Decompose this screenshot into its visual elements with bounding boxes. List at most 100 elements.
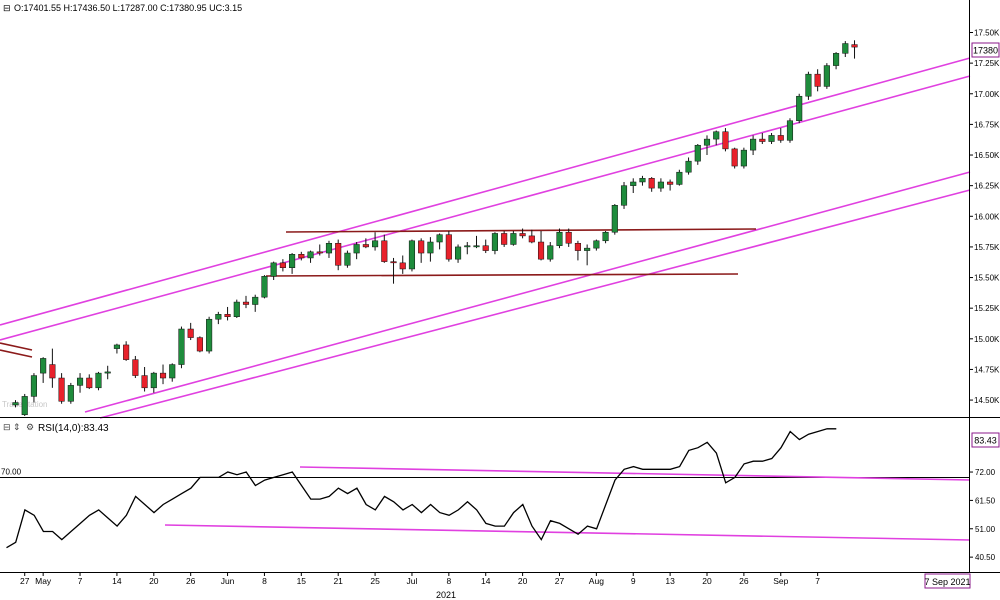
- candle-body-down: [759, 138, 766, 142]
- candle: [528, 229, 535, 244]
- time-tick-label: 27: [20, 576, 30, 586]
- year-label: 2021: [436, 590, 456, 600]
- candle-body-down: [519, 233, 526, 237]
- candle: [233, 299, 240, 318]
- time-tick-label: 14: [481, 576, 491, 586]
- candle: [187, 322, 194, 341]
- candle-body-up: [750, 138, 757, 151]
- price-tick-label: 17.25K: [974, 59, 1000, 68]
- pane-toggle-icon[interactable]: ⊟: [3, 3, 11, 13]
- candle: [242, 295, 250, 309]
- candle-body-up: [178, 328, 185, 365]
- candle-body-up: [261, 276, 268, 298]
- candle-body-up: [685, 160, 692, 173]
- candle: [565, 228, 572, 247]
- indicator-move-icon[interactable]: ⇕: [13, 422, 21, 432]
- candle: [298, 251, 305, 261]
- candle: [713, 130, 720, 146]
- candle-body-up: [464, 245, 471, 248]
- candle-body-down: [537, 241, 545, 260]
- candle: [537, 230, 545, 261]
- candle-body-down: [132, 359, 139, 376]
- channel-upper-inner-line: [0, 75, 971, 341]
- rsi-axis: 40.50 51.00 61.50 72.00: [969, 468, 996, 562]
- candle-body-up: [593, 240, 600, 249]
- candle: [325, 240, 333, 258]
- candle: [455, 244, 462, 263]
- candle-body-down: [501, 233, 508, 245]
- candle-body-up: [556, 231, 563, 246]
- candle-body-down: [58, 377, 65, 402]
- candle: [123, 341, 130, 361]
- candle: [814, 69, 821, 92]
- candle: [436, 233, 443, 250]
- candle-body-down: [196, 337, 203, 352]
- candle-body-up: [823, 65, 830, 87]
- candle-body-up: [215, 314, 222, 320]
- time-tick-label: 25: [370, 576, 380, 586]
- candle: [169, 363, 176, 382]
- left-resistance-line-2: [0, 349, 33, 358]
- range-top-line: [285, 228, 757, 233]
- candle-body-up: [584, 247, 591, 251]
- candle-body-down: [335, 242, 342, 266]
- price-tick-label: 15.75K: [974, 243, 1000, 252]
- candle-body-up: [206, 318, 213, 352]
- candle-body-up: [694, 144, 701, 162]
- channel-upper-outer-line: [0, 57, 971, 326]
- candle: [76, 373, 84, 393]
- candle-body-down: [390, 261, 397, 264]
- candle: [399, 255, 406, 274]
- candle: [473, 235, 480, 249]
- candle: [381, 234, 388, 263]
- pane-collapse-icon[interactable]: ⊟: [3, 422, 11, 432]
- candle: [519, 228, 526, 239]
- time-tick-label: May: [35, 576, 52, 586]
- candle: [731, 147, 738, 169]
- candle-body-down: [362, 244, 369, 248]
- left-resistance-line-1: [0, 342, 33, 351]
- rsi-last-label: 83.43: [974, 436, 997, 446]
- candle-body-down: [731, 148, 738, 167]
- candle: [759, 132, 766, 144]
- candle-body-up: [620, 185, 628, 206]
- candle: [316, 244, 323, 256]
- time-tick-label: 20: [702, 576, 712, 586]
- price-tick-label: 15.25K: [974, 304, 1000, 313]
- candle-body-up: [491, 233, 498, 251]
- candle-body-up: [657, 181, 664, 189]
- candle: [215, 311, 222, 325]
- candle: [270, 261, 277, 280]
- candle: [805, 71, 812, 100]
- candle-body-down: [722, 131, 729, 150]
- time-tick-label: 7: [815, 576, 820, 586]
- candle: [685, 157, 692, 175]
- candle-body-down: [418, 240, 425, 254]
- candle: [104, 365, 111, 380]
- time-tick-label: Jun: [221, 576, 235, 586]
- candle-body-down: [298, 254, 305, 259]
- time-tick-label: 9: [631, 576, 636, 586]
- price-tick-label: 17.00K: [974, 90, 1000, 99]
- candle: [547, 242, 554, 262]
- last-price-badge: 17380: [971, 42, 1000, 58]
- candle-body-up: [372, 240, 379, 248]
- candlestick-series: [12, 40, 858, 416]
- candle: [86, 374, 93, 390]
- candle-body-down: [445, 234, 452, 260]
- candle: [344, 250, 351, 268]
- candle: [408, 239, 416, 272]
- candle-body-up: [325, 242, 333, 254]
- rsi-tick-label: 61.50: [975, 496, 996, 505]
- price-tick-label: 15.00K: [974, 335, 1000, 344]
- date-badge: 7 Sep 2021: [924, 573, 971, 589]
- channel-lower-outer-line: [99, 189, 971, 419]
- rsi-header: RSI(14,0):83.43: [38, 423, 109, 434]
- candle: [777, 128, 784, 143]
- time-axis: 27 May 7 14 20 26 Jun 8 15 21 25 Jul 8 14 20 27 Aug 9 13 20…: [20, 572, 820, 586]
- indicator-settings-icon[interactable]: ⚙: [26, 422, 34, 432]
- candle: [445, 230, 452, 262]
- candle: [464, 242, 471, 255]
- candle-body-up: [676, 171, 683, 185]
- candle-body-down: [777, 135, 784, 141]
